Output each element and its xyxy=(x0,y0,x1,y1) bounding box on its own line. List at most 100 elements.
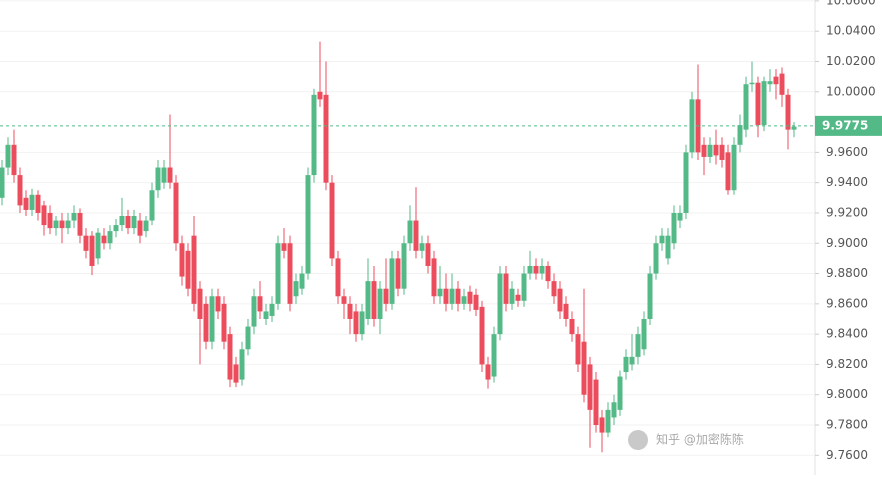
candle-body xyxy=(179,243,185,277)
candle-body xyxy=(653,243,659,274)
candle-body xyxy=(221,303,227,342)
candle-body xyxy=(719,144,725,160)
candle-body xyxy=(197,288,203,319)
last-price-box xyxy=(815,115,882,136)
candle-body xyxy=(245,326,251,350)
candle-body xyxy=(611,402,617,418)
candle-body xyxy=(173,182,179,244)
candle-body xyxy=(383,288,389,304)
candle-body xyxy=(299,273,305,289)
candle-body xyxy=(713,144,719,156)
y-tick-label: 9.8400 xyxy=(826,327,868,341)
candle-body xyxy=(533,265,539,274)
candle-body xyxy=(569,318,575,335)
candle-body xyxy=(593,379,599,426)
candle-body xyxy=(41,205,47,226)
candle-body xyxy=(137,220,143,236)
candle-body xyxy=(293,281,299,297)
candle-body xyxy=(113,225,119,232)
candle-body xyxy=(257,296,263,312)
candle-body xyxy=(311,94,317,176)
candle-body xyxy=(233,364,239,383)
candle-body xyxy=(491,334,497,377)
candle-body xyxy=(479,306,485,365)
candle-body xyxy=(605,409,611,433)
candle-body xyxy=(737,125,743,145)
candle-body xyxy=(629,356,635,365)
candle-body xyxy=(401,243,407,289)
candle-body xyxy=(635,334,641,357)
candle-body xyxy=(707,144,713,157)
y-tick-label: 9.7800 xyxy=(826,418,868,432)
candle-body xyxy=(701,144,707,157)
candle-body xyxy=(149,190,155,221)
candle-body xyxy=(515,294,521,301)
candle-body xyxy=(281,243,287,251)
candle-body xyxy=(767,81,773,85)
candle-body xyxy=(431,258,437,297)
candle-body xyxy=(83,235,89,251)
candle-body xyxy=(773,76,779,85)
y-tick-label: 10.0600 xyxy=(826,0,876,7)
candle-body xyxy=(671,212,677,244)
candle-body xyxy=(347,303,353,319)
candle-body xyxy=(155,167,161,191)
candle-body xyxy=(251,296,257,327)
candle-body xyxy=(119,215,125,226)
candle-body xyxy=(755,82,761,126)
candle-body xyxy=(101,235,107,244)
candle-body xyxy=(509,288,515,304)
candle-body xyxy=(47,212,53,229)
candle-body xyxy=(587,364,593,410)
candle-body xyxy=(503,273,509,304)
candle-body xyxy=(545,265,551,282)
candle-body xyxy=(95,232,101,259)
candle-body xyxy=(191,235,197,304)
candle-body xyxy=(0,167,5,198)
candle-body xyxy=(107,231,113,244)
candle-body xyxy=(167,167,173,183)
y-tick-label: 10.0000 xyxy=(826,84,876,98)
y-tick-label: 9.9600 xyxy=(826,145,868,159)
candle-body xyxy=(461,296,467,304)
candle-body xyxy=(527,265,533,274)
candle-body xyxy=(209,296,215,342)
candle-body xyxy=(341,296,347,304)
y-tick-label: 10.0400 xyxy=(826,24,876,38)
candle-body xyxy=(371,281,377,319)
candle-body xyxy=(425,243,431,266)
candle-body xyxy=(89,235,95,266)
candle-body xyxy=(365,281,371,319)
candle-body xyxy=(521,273,527,301)
candle-body xyxy=(29,194,35,210)
candle-body xyxy=(377,288,383,319)
y-tick-label: 9.8800 xyxy=(826,266,868,280)
candle-body xyxy=(65,220,71,229)
candle-body xyxy=(437,288,443,297)
candle-body xyxy=(575,334,581,365)
candle-body xyxy=(395,258,401,289)
candle-body xyxy=(539,265,545,274)
candle-body xyxy=(623,356,629,373)
candle-body xyxy=(287,243,293,304)
candle-body xyxy=(335,258,341,297)
candle-body xyxy=(407,220,413,244)
candle-body xyxy=(467,291,473,304)
candle-body xyxy=(563,303,569,319)
candle-body xyxy=(329,182,335,259)
candle-body xyxy=(317,91,323,100)
watermark: 知乎 @加密陈陈 xyxy=(656,432,744,447)
last-price-label: 9.9775 xyxy=(822,118,868,132)
candle-body xyxy=(785,94,791,130)
y-tick-label: 9.7600 xyxy=(826,448,868,462)
candle-body xyxy=(359,311,365,335)
y-tick-label: 9.8200 xyxy=(826,357,868,371)
candle-body xyxy=(185,250,191,289)
candle-body xyxy=(59,220,65,229)
candle-body xyxy=(749,82,755,85)
y-tick-label: 9.9000 xyxy=(826,236,868,250)
candle-body xyxy=(305,175,311,274)
candle-body xyxy=(497,273,503,335)
